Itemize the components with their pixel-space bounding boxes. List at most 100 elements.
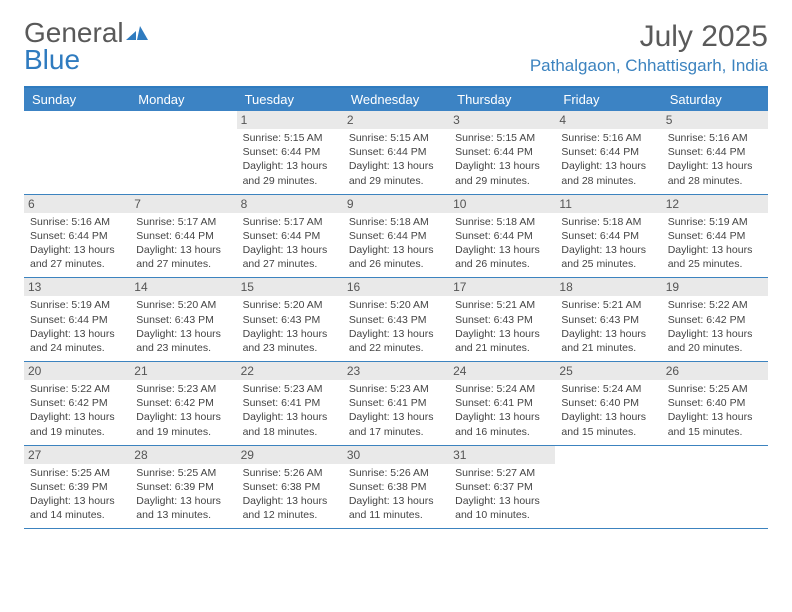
day-info: Sunrise: 5:26 AMSunset: 6:38 PMDaylight:… (243, 466, 337, 523)
day-info: Sunrise: 5:18 AMSunset: 6:44 PMDaylight:… (349, 215, 443, 272)
day-cell: 18 Sunrise: 5:21 AMSunset: 6:43 PMDayligh… (555, 278, 661, 361)
day-info: Sunrise: 5:25 AMSunset: 6:40 PMDaylight:… (668, 382, 762, 439)
day-cell (662, 446, 768, 529)
day-number: 1 (237, 111, 343, 129)
day-cell (130, 111, 236, 194)
day-info: Sunrise: 5:25 AMSunset: 6:39 PMDaylight:… (136, 466, 230, 523)
day-info: Sunrise: 5:19 AMSunset: 6:44 PMDaylight:… (668, 215, 762, 272)
day-cell: 27 Sunrise: 5:25 AMSunset: 6:39 PMDayligh… (24, 446, 130, 529)
day-cell (24, 111, 130, 194)
day-info: Sunrise: 5:27 AMSunset: 6:37 PMDaylight:… (455, 466, 549, 523)
day-number: 21 (130, 362, 236, 380)
day-cell: 6Sunrise: 5:16 AMSunset: 6:44 PMDaylight… (24, 195, 130, 278)
logo: General Blue (24, 20, 148, 73)
day-number: 10 (449, 195, 555, 213)
day-cell: 22 Sunrise: 5:23 AMSunset: 6:41 PMDayligh… (237, 362, 343, 445)
day-number: 20 (24, 362, 130, 380)
week-row: 13Sunrise: 5:19 AMSunset: 6:44 PMDayligh… (24, 278, 768, 362)
day-cell (555, 446, 661, 529)
day-header-cell: Wednesday (343, 88, 449, 111)
day-cell: 16 Sunrise: 5:20 AMSunset: 6:43 PMDayligh… (343, 278, 449, 361)
day-cell: 13Sunrise: 5:19 AMSunset: 6:44 PMDayligh… (24, 278, 130, 361)
day-number: 16 (343, 278, 449, 296)
day-info: Sunrise: 5:16 AMSunset: 6:44 PMDaylight:… (561, 131, 655, 188)
logo-icon (126, 20, 148, 47)
day-info: Sunrise: 5:15 AMSunset: 6:44 PMDaylight:… (349, 131, 443, 188)
day-number: 23 (343, 362, 449, 380)
day-number: 13 (24, 278, 130, 296)
day-number: 11 (555, 195, 661, 213)
day-info: Sunrise: 5:20 AMSunset: 6:43 PMDaylight:… (243, 298, 337, 355)
day-number: 24 (449, 362, 555, 380)
day-number: 22 (237, 362, 343, 380)
title-block: July 2025 Pathalgaon, Chhattisgarh, Indi… (530, 20, 768, 76)
day-cell: 14 Sunrise: 5:20 AMSunset: 6:43 PMDayligh… (130, 278, 236, 361)
day-cell: 17Sunrise: 5:21 AMSunset: 6:43 PMDayligh… (449, 278, 555, 361)
day-info: Sunrise: 5:25 AMSunset: 6:39 PMDaylight:… (30, 466, 124, 523)
day-number: 26 (662, 362, 768, 380)
day-header-cell: Friday (555, 88, 661, 111)
day-header-cell: Saturday (662, 88, 768, 111)
day-cell: 23Sunrise: 5:23 AMSunset: 6:41 PMDayligh… (343, 362, 449, 445)
page-header: General Blue July 2025 Pathalgaon, Chhat… (24, 20, 768, 76)
day-info: Sunrise: 5:22 AMSunset: 6:42 PMDaylight:… (668, 298, 762, 355)
day-info: Sunrise: 5:16 AMSunset: 6:44 PMDaylight:… (668, 131, 762, 188)
day-number: 5 (662, 111, 768, 129)
day-cell: 5 Sunrise: 5:16 AMSunset: 6:44 PMDaylight… (662, 111, 768, 194)
day-number: 31 (449, 446, 555, 464)
day-cell: 1Sunrise: 5:15 AMSunset: 6:44 PMDaylight… (237, 111, 343, 194)
day-cell: 29 Sunrise: 5:26 AMSunset: 6:38 PMDayligh… (237, 446, 343, 529)
week-row: 1 Sunrise: 5:15 AMSunset: 6:44 PMDaylight… (24, 111, 768, 195)
day-cell: 8Sunrise: 5:17 AMSunset: 6:44 PMDaylight… (237, 195, 343, 278)
day-cell: 28 Sunrise: 5:25 AMSunset: 6:39 PMDayligh… (130, 446, 236, 529)
day-info: Sunrise: 5:16 AMSunset: 6:44 PMDaylight:… (30, 215, 124, 272)
day-info: Sunrise: 5:23 AMSunset: 6:41 PMDaylight:… (243, 382, 337, 439)
day-number: 2 (343, 111, 449, 129)
day-cell: 10Sunrise: 5:18 AMSunset: 6:44 PMDayligh… (449, 195, 555, 278)
day-number: 4 (555, 111, 661, 129)
day-number: 3 (449, 111, 555, 129)
day-cell: 30Sunrise: 5:26 AMSunset: 6:38 PMDayligh… (343, 446, 449, 529)
day-cell: 12 Sunrise: 5:19 AMSunset: 6:44 PMDayligh… (662, 195, 768, 278)
day-header-row: SundayMondayTuesdayWednesdayThursdayFrid… (24, 88, 768, 111)
day-number: 12 (662, 195, 768, 213)
day-number: 25 (555, 362, 661, 380)
day-number: 29 (237, 446, 343, 464)
day-number: 9 (343, 195, 449, 213)
day-number: 19 (662, 278, 768, 296)
day-number: 15 (237, 278, 343, 296)
day-cell: 7Sunrise: 5:17 AMSunset: 6:44 PMDaylight… (130, 195, 236, 278)
day-cell: 24Sunrise: 5:24 AMSunset: 6:41 PMDayligh… (449, 362, 555, 445)
day-info: Sunrise: 5:22 AMSunset: 6:42 PMDaylight:… (30, 382, 124, 439)
day-info: Sunrise: 5:21 AMSunset: 6:43 PMDaylight:… (455, 298, 549, 355)
day-header-cell: Sunday (24, 88, 130, 111)
day-info: Sunrise: 5:21 AMSunset: 6:43 PMDaylight:… (561, 298, 655, 355)
day-info: Sunrise: 5:20 AMSunset: 6:43 PMDaylight:… (136, 298, 230, 355)
day-number: 28 (130, 446, 236, 464)
week-row: 27 Sunrise: 5:25 AMSunset: 6:39 PMDayligh… (24, 446, 768, 530)
calendar: SundayMondayTuesdayWednesdayThursdayFrid… (24, 86, 768, 529)
month-title: July 2025 (530, 20, 768, 54)
day-info: Sunrise: 5:15 AMSunset: 6:44 PMDaylight:… (455, 131, 549, 188)
day-cell: 3 Sunrise: 5:15 AMSunset: 6:44 PMDaylight… (449, 111, 555, 194)
day-header-cell: Monday (130, 88, 236, 111)
location-text: Pathalgaon, Chhattisgarh, India (530, 56, 768, 76)
week-row: 20 Sunrise: 5:22 AMSunset: 6:42 PMDayligh… (24, 362, 768, 446)
day-number: 14 (130, 278, 236, 296)
day-cell: 26 Sunrise: 5:25 AMSunset: 6:40 PMDayligh… (662, 362, 768, 445)
day-number: 27 (24, 446, 130, 464)
day-info: Sunrise: 5:24 AMSunset: 6:40 PMDaylight:… (561, 382, 655, 439)
day-info: Sunrise: 5:20 AMSunset: 6:43 PMDaylight:… (349, 298, 443, 355)
day-info: Sunrise: 5:17 AMSunset: 6:44 PMDaylight:… (136, 215, 230, 272)
day-cell: 15 Sunrise: 5:20 AMSunset: 6:43 PMDayligh… (237, 278, 343, 361)
day-cell: 21Sunrise: 5:23 AMSunset: 6:42 PMDayligh… (130, 362, 236, 445)
day-number: 18 (555, 278, 661, 296)
logo-text-2: Blue (24, 47, 80, 74)
day-cell: 11Sunrise: 5:18 AMSunset: 6:44 PMDayligh… (555, 195, 661, 278)
day-header-cell: Tuesday (237, 88, 343, 111)
day-cell: 19 Sunrise: 5:22 AMSunset: 6:42 PMDayligh… (662, 278, 768, 361)
day-cell: 31 Sunrise: 5:27 AMSunset: 6:37 PMDayligh… (449, 446, 555, 529)
day-info: Sunrise: 5:17 AMSunset: 6:44 PMDaylight:… (243, 215, 337, 272)
week-row: 6Sunrise: 5:16 AMSunset: 6:44 PMDaylight… (24, 195, 768, 279)
day-header-cell: Thursday (449, 88, 555, 111)
